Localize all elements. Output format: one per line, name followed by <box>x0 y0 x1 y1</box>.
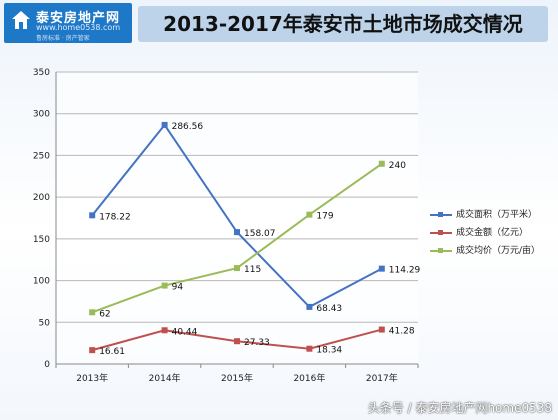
legend-marker <box>438 212 443 217</box>
data-point <box>161 327 168 334</box>
data-point <box>378 160 385 167</box>
site-logo[interactable]: 泰安房地产网 www.home0538.com 鲁房标准 · 房产管家 <box>4 3 132 43</box>
x-tick-label: 2016年 <box>293 372 325 384</box>
x-tick-label: 2017年 <box>366 372 398 384</box>
plot-area <box>56 72 418 364</box>
legend-item: 成交面积（万平米） <box>428 206 554 224</box>
legend-swatch <box>430 212 452 217</box>
data-label: 62 <box>99 309 110 319</box>
legend-label: 成交面积（万平米） <box>456 210 538 220</box>
logo-slogan: 鲁房标准 · 房产管家 <box>36 35 90 42</box>
data-point <box>234 265 240 272</box>
data-label: 286.56 <box>172 122 204 132</box>
data-label: 40.44 <box>172 327 198 337</box>
data-label: 18.34 <box>316 346 342 356</box>
chart-title: 2013-2017年泰安市土地市场成交情况 <box>163 12 523 36</box>
y-tick-label: 100 <box>33 277 50 287</box>
data-point <box>89 309 96 316</box>
chart-legend: 成交面积（万平米） 成交金额（亿元） 成交均价（万元/亩） <box>428 206 554 260</box>
data-point <box>306 303 313 310</box>
house-icon <box>12 11 30 29</box>
data-point <box>234 338 240 345</box>
data-label: 27.33 <box>244 338 270 348</box>
data-label: 158.07 <box>244 229 276 239</box>
data-label: 179 <box>316 212 333 222</box>
y-tick-label: 250 <box>33 151 50 161</box>
legend-marker <box>438 230 443 235</box>
y-tick-label: 200 <box>33 193 50 203</box>
data-label: 178.22 <box>99 212 131 222</box>
y-tick-label: 0 <box>44 360 50 370</box>
data-point <box>306 211 313 218</box>
logo-title: 泰安房地产网 <box>36 11 121 26</box>
data-point <box>89 212 96 219</box>
data-point <box>378 326 385 333</box>
y-tick-label: 50 <box>39 318 51 328</box>
data-point <box>378 265 385 272</box>
legend-item: 成交金额（亿元） <box>428 224 554 242</box>
data-label: 114.29 <box>389 266 421 276</box>
legend-swatch <box>430 248 452 253</box>
legend-marker <box>438 248 443 253</box>
data-label: 41.28 <box>389 327 415 337</box>
legend-swatch <box>430 230 452 235</box>
data-label: 68.43 <box>316 304 342 314</box>
title-bar: 2013-2017年泰安市土地市场成交情况 <box>138 6 548 42</box>
y-tick-label: 150 <box>33 235 50 245</box>
logo-url: www.home0538.com <box>36 23 121 32</box>
footer-watermark: 头条号 / 泰安房地产网home0538 <box>367 401 552 415</box>
data-label: 94 <box>172 283 184 293</box>
y-tick-label: 350 <box>33 68 50 78</box>
legend-label: 成交均价（万元/亩） <box>456 246 541 256</box>
data-label: 16.61 <box>99 347 125 357</box>
data-point <box>161 282 168 289</box>
data-label: 115 <box>244 265 261 275</box>
x-tick-label: 2013年 <box>76 372 108 384</box>
data-point <box>234 229 240 236</box>
data-point <box>89 347 96 354</box>
legend-item: 成交均价（万元/亩） <box>428 242 554 260</box>
x-tick-label: 2014年 <box>149 372 181 384</box>
data-label: 240 <box>389 161 406 171</box>
data-point <box>306 345 313 352</box>
x-tick-label: 2015年 <box>221 372 253 384</box>
legend-label: 成交金额（亿元） <box>456 228 529 238</box>
data-point <box>161 121 168 128</box>
y-tick-label: 300 <box>33 110 50 120</box>
